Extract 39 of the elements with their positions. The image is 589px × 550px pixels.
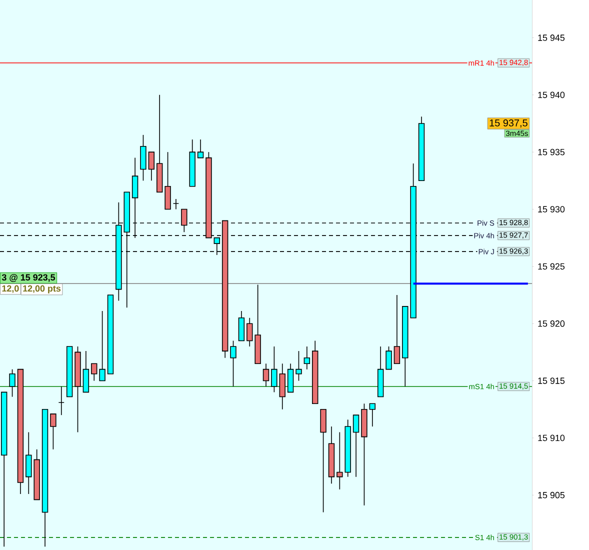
ref-line-label: 3 @ 15 923,5: [2, 274, 56, 282]
candlestick: [386, 346, 392, 370]
y-tick-label: 15 940: [538, 92, 565, 98]
candlestick: [58, 386, 64, 416]
candlestick: [164, 152, 171, 210]
candlestick: [304, 346, 310, 370]
candlestick: [369, 403, 376, 427]
y-tick-label: 15 945: [538, 34, 565, 41]
y-tick-label: 15 935: [538, 148, 565, 156]
candlestick: [296, 350, 302, 382]
annotation: 12,0: [2, 285, 19, 293]
annotation: 15 937,5: [490, 119, 528, 128]
candlestick: [352, 414, 360, 478]
candlestick: [50, 414, 56, 450]
candlestick: [238, 310, 245, 342]
candlestick: [99, 310, 106, 382]
candlestick: [148, 152, 155, 182]
candlestick: [82, 350, 90, 393]
y-tick-label: 15 930: [538, 206, 565, 212]
annotation: 12,00 pts: [23, 285, 61, 294]
candlestick: [279, 363, 286, 410]
candlestick: [9, 368, 16, 398]
y-tick-label: 15 915: [538, 378, 565, 384]
candlestick: [394, 294, 400, 364]
y-tick-label: 15 910: [538, 434, 565, 442]
candlestick: [287, 363, 294, 393]
y-tick-label: 15 920: [538, 320, 565, 327]
y-tick-label: 15 905: [538, 492, 565, 498]
candlestick: [91, 363, 98, 382]
candlestick: [230, 340, 236, 387]
candlestick: [172, 198, 180, 210]
candlestick: [271, 346, 278, 393]
candlestick: [262, 363, 270, 387]
candlestick: [246, 317, 253, 347]
candlestick: [320, 408, 326, 513]
candlestick: [197, 139, 204, 158]
candlestick: [140, 134, 146, 182]
candlestick: [26, 432, 32, 494]
y-tick-label: 15 925: [538, 263, 565, 270]
